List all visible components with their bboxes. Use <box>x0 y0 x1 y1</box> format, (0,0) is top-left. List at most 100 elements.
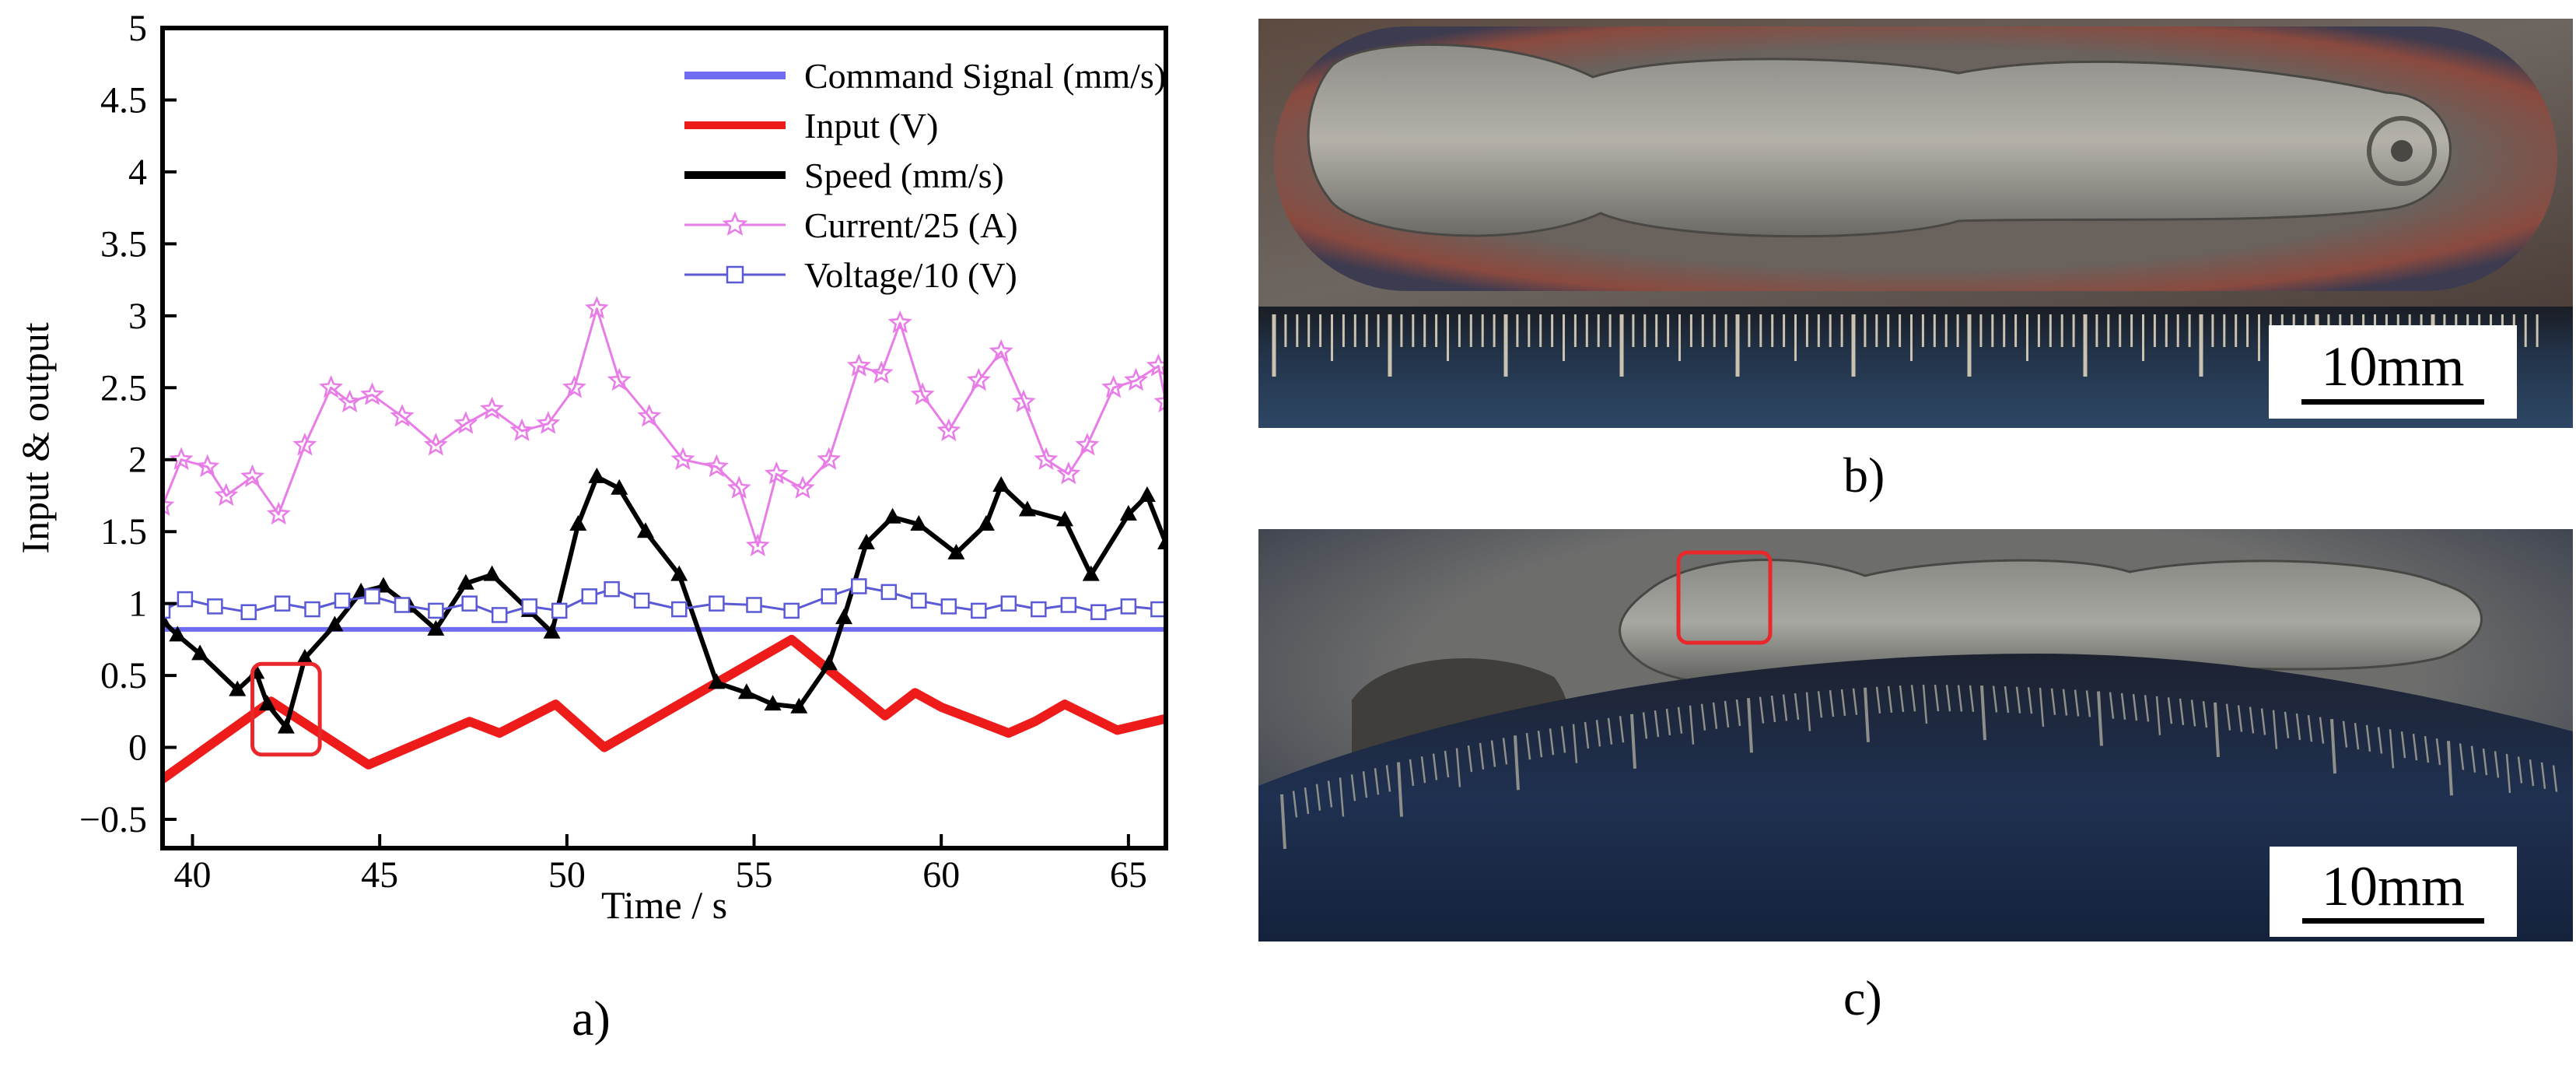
ruler-tick <box>1444 750 1450 778</box>
ruler-tick <box>2155 696 2161 735</box>
ruler-tick <box>2435 738 2441 766</box>
data-point <box>846 353 871 377</box>
ruler-tick <box>2272 710 2278 749</box>
data-point <box>364 588 380 605</box>
ruler-tick <box>1525 733 1531 760</box>
ruler-tick <box>1537 731 1543 758</box>
data-point <box>428 602 444 619</box>
x-tick-label: 55 <box>736 854 773 896</box>
ruler-tick <box>1292 791 1298 818</box>
ruler-tick <box>1782 694 1788 721</box>
ruler-tick <box>1385 765 1391 792</box>
ruler-tick <box>2342 721 2348 748</box>
data-point <box>851 578 867 594</box>
ruler-tick <box>2540 762 2546 789</box>
ruler-tick <box>1327 780 1333 808</box>
ruler-tick <box>1374 768 1380 795</box>
ruler-tick <box>2447 741 2453 796</box>
legend: Command Signal (mm/s) Input (V) Speed (mm/… <box>684 56 1166 295</box>
ruler-tick <box>2459 743 2465 770</box>
ruler-tick <box>2505 753 2511 794</box>
data-point <box>543 622 561 639</box>
data-point <box>562 375 586 398</box>
data-point <box>910 514 928 531</box>
data-point <box>670 447 695 470</box>
ruler-tick <box>1712 702 1718 729</box>
data-point <box>936 418 961 441</box>
ruler-tick <box>2482 748 2488 776</box>
ruler-tick <box>1479 742 1485 770</box>
data-point <box>1056 461 1081 485</box>
data-point <box>1101 375 1126 398</box>
ruler-tick <box>1560 726 1566 753</box>
ruler-tick <box>2260 708 2266 735</box>
data-point <box>633 592 650 609</box>
ruler-tick <box>1642 712 1648 739</box>
x-axis-label: Time / s <box>601 883 727 927</box>
ruler-tick <box>1572 724 1578 763</box>
data-point <box>1075 432 1100 456</box>
ruler-tick <box>2167 697 2173 724</box>
legend-marker <box>722 211 748 236</box>
data-point <box>195 454 220 478</box>
data-point <box>163 602 171 619</box>
ruler-tick <box>2039 687 2045 728</box>
data-point <box>887 310 912 334</box>
ruler-tick <box>1689 705 1695 745</box>
ruler-tick <box>2517 756 2523 784</box>
data-point <box>671 601 688 618</box>
data-point <box>1090 604 1107 620</box>
data-point <box>1119 505 1137 521</box>
series-line <box>163 474 1166 730</box>
data-point <box>726 475 751 499</box>
ruler-tick <box>2202 700 2208 728</box>
data-point <box>977 514 995 531</box>
data-point <box>292 432 317 456</box>
legend-label: Input (V) <box>804 106 938 146</box>
chart-series <box>163 296 1166 784</box>
ruler-tick <box>2004 686 2010 714</box>
ruler-ticks <box>1272 314 2539 377</box>
ruler-tick <box>1549 728 1555 756</box>
data-point <box>390 404 415 427</box>
data-point <box>790 697 808 714</box>
data-point <box>820 654 838 671</box>
series-line <box>163 634 1166 784</box>
data-point <box>1056 510 1074 527</box>
y-tick-label: 3 <box>128 296 147 337</box>
ruler-tick <box>1887 686 1893 713</box>
ruler-tick <box>2365 724 2371 752</box>
data-point <box>607 367 632 391</box>
ruler-tick <box>1619 716 1625 743</box>
data-point <box>584 296 609 319</box>
ruler-tick <box>1899 685 1905 713</box>
highlight-box <box>250 661 322 757</box>
ruler-tick <box>2027 687 2033 714</box>
ruler-tick <box>1514 735 1520 791</box>
data-point <box>191 644 209 661</box>
x-tick-label: 45 <box>361 854 398 896</box>
scale-label: 10mm <box>2321 335 2465 398</box>
ruler-tick <box>2330 718 2336 774</box>
ruler-ticks <box>1280 684 2558 850</box>
ruler-tick <box>1864 687 1870 742</box>
ruler-tick <box>1759 696 1765 724</box>
crater-inner <box>2391 140 2413 162</box>
y-tick-label: 0 <box>128 728 147 769</box>
data-point <box>581 588 597 605</box>
ruler-tick <box>1607 717 1613 745</box>
ruler-tick <box>1315 784 1321 811</box>
ruler-tick <box>1934 684 1940 712</box>
ruler-tick <box>1490 740 1496 767</box>
data-point <box>1000 595 1017 612</box>
ruler-tick <box>2062 689 2068 716</box>
data-point <box>947 543 965 559</box>
data-point <box>636 522 654 538</box>
ruler-tick <box>2552 765 2558 792</box>
legend-label: Command Signal (mm/s) <box>804 56 1166 96</box>
scale-bar: 10mm <box>2269 325 2517 419</box>
series-line <box>163 307 1166 548</box>
crater <box>2367 116 2437 186</box>
ruler-tick <box>1654 710 1660 738</box>
data-point <box>708 673 726 689</box>
